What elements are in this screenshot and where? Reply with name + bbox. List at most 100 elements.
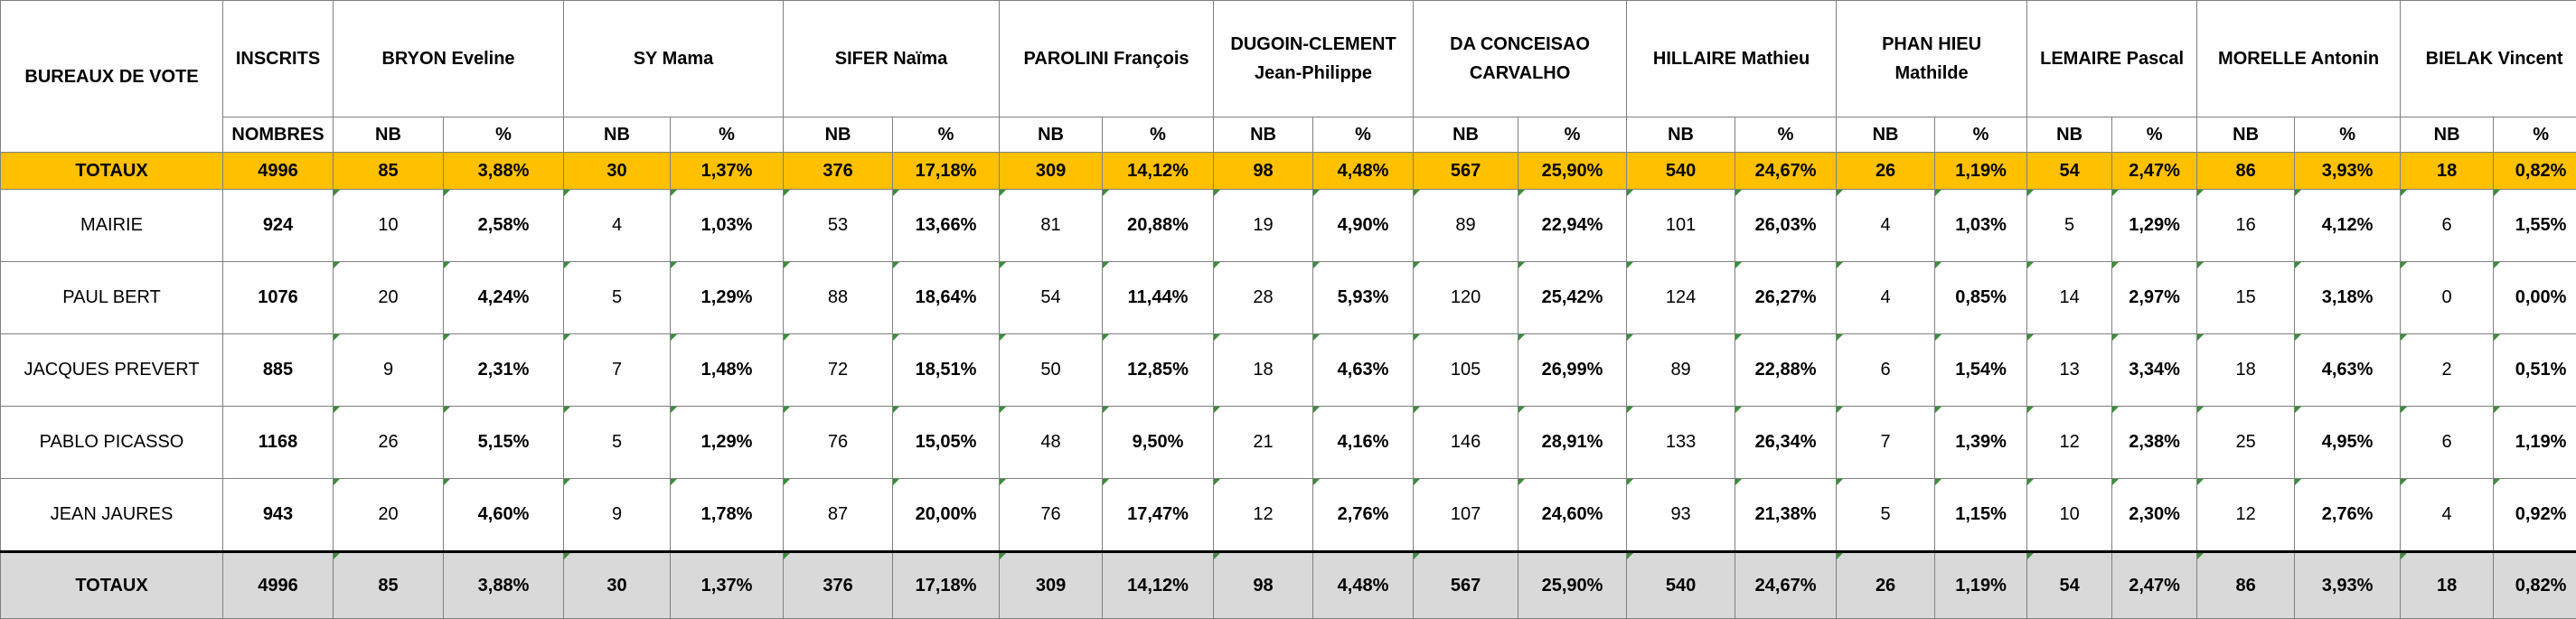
pct-cell: 3,88% [444,552,564,619]
pct-cell: 5,93% [1313,262,1414,334]
nb-cell: 101 [1627,190,1735,262]
nb-cell: 567 [1414,153,1518,190]
pct-cell: 0,92% [2494,479,2576,552]
pct-cell: 24,67% [1735,153,1837,190]
nb-cell: 21 [1214,407,1313,479]
pct-cell: 22,88% [1735,334,1837,407]
nb-header: NB [1627,117,1735,153]
nb-cell: 15 [2197,262,2295,334]
pct-header: % [1518,117,1627,153]
inscrits-value: 1076 [223,262,334,334]
pct-cell: 24,67% [1735,552,1837,619]
pct-cell: 26,99% [1518,334,1627,407]
nb-cell: 5 [564,262,671,334]
pct-cell: 14,12% [1103,153,1214,190]
bureau-name: JEAN JAURES [1,479,223,552]
nb-cell: 88 [784,262,893,334]
nb-cell: 26 [1837,153,1935,190]
nb-cell: 54 [1000,262,1103,334]
pct-cell: 2,58% [444,190,564,262]
pct-cell: 28,91% [1518,407,1627,479]
nb-cell: 89 [1414,190,1518,262]
pct-cell: 3,93% [2295,552,2401,619]
pct-cell: 0,82% [2494,552,2576,619]
nb-cell: 6 [1837,334,1935,407]
nb-cell: 98 [1214,552,1313,619]
inscrits-value: 885 [223,334,334,407]
pct-cell: 2,47% [2112,153,2197,190]
pct-cell: 17,18% [893,153,1000,190]
nb-cell: 4 [2401,479,2494,552]
nb-cell: 14 [2027,262,2112,334]
pct-header: % [2295,117,2401,153]
nb-header: NB [1414,117,1518,153]
candidate-header: HILLAIRE Mathieu [1627,1,1837,117]
nb-cell: 54 [2027,552,2112,619]
nb-cell: 12 [1214,479,1313,552]
nb-cell: 10 [2027,479,2112,552]
pct-cell: 9,50% [1103,407,1214,479]
pct-cell: 1,19% [1935,153,2027,190]
pct-header: % [1313,117,1414,153]
pct-cell: 4,95% [2295,407,2401,479]
nb-header: NB [2401,117,2494,153]
nb-cell: 9 [334,334,444,407]
nb-cell: 13 [2027,334,2112,407]
nb-cell: 12 [2027,407,2112,479]
pct-cell: 0,82% [2494,153,2576,190]
nb-cell: 5 [564,407,671,479]
inscrits-value: 4996 [223,552,334,619]
nb-cell: 26 [1837,552,1935,619]
pct-cell: 2,47% [2112,552,2197,619]
pct-cell: 18,64% [893,262,1000,334]
nb-cell: 76 [1000,479,1103,552]
nb-cell: 86 [2197,153,2295,190]
pct-cell: 1,78% [671,479,784,552]
pct-cell: 1,15% [1935,479,2027,552]
nb-cell: 376 [784,153,893,190]
pct-cell: 1,37% [671,153,784,190]
pct-header: % [1735,117,1837,153]
pct-cell: 15,05% [893,407,1000,479]
nb-cell: 85 [334,153,444,190]
nb-cell: 19 [1214,190,1313,262]
pct-cell: 22,94% [1518,190,1627,262]
pct-cell: 1,03% [1935,190,2027,262]
nb-header: NB [564,117,671,153]
nb-cell: 16 [2197,190,2295,262]
pct-cell: 1,48% [671,334,784,407]
nb-cell: 6 [2401,190,2494,262]
pct-cell: 2,30% [2112,479,2197,552]
pct-header: % [893,117,1000,153]
pct-cell: 2,97% [2112,262,2197,334]
inscrits-value: 4996 [223,153,334,190]
inscrits-header: INSCRITS [223,1,334,117]
nb-cell: 105 [1414,334,1518,407]
nb-cell: 309 [1000,552,1103,619]
nb-cell: 20 [334,479,444,552]
pct-cell: 13,66% [893,190,1000,262]
pct-cell: 2,76% [1313,479,1414,552]
nb-cell: 93 [1627,479,1735,552]
nb-cell: 48 [1000,407,1103,479]
pct-cell: 4,12% [2295,190,2401,262]
pct-cell: 1,29% [2112,190,2197,262]
candidate-header: BRYON Eveline [334,1,564,117]
nb-cell: 4 [564,190,671,262]
nb-cell: 54 [2027,153,2112,190]
pct-cell: 4,63% [1313,334,1414,407]
pct-cell: 0,51% [2494,334,2576,407]
pct-cell: 1,29% [671,262,784,334]
pct-cell: 3,93% [2295,153,2401,190]
pct-cell: 21,38% [1735,479,1837,552]
pct-cell: 0,00% [2494,262,2576,334]
nb-cell: 18 [2401,153,2494,190]
inscrits-value: 943 [223,479,334,552]
pct-cell: 12,85% [1103,334,1214,407]
